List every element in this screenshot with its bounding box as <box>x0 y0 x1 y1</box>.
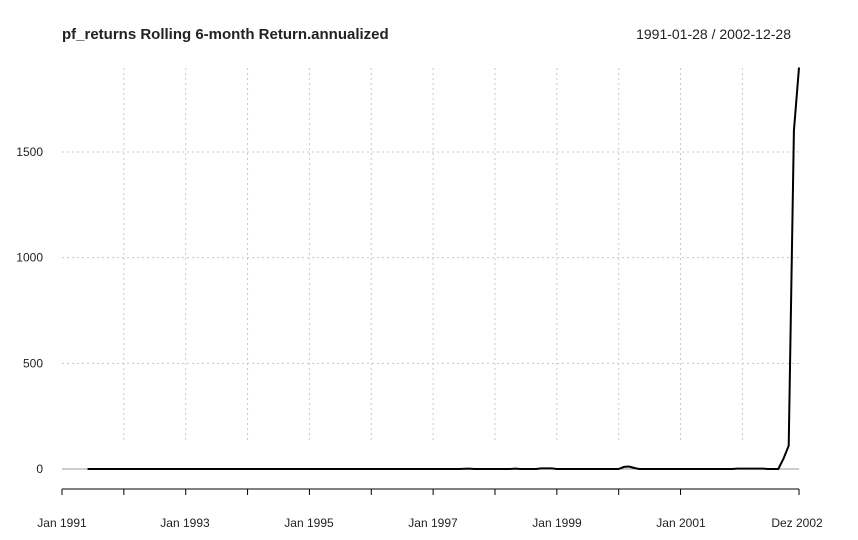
x-tick-label: Jan 2001 <box>656 516 706 530</box>
y-tick-label: 0 <box>36 462 43 476</box>
series-line <box>87 67 800 470</box>
x-tick-label: Jan 1991 <box>37 516 87 530</box>
grid <box>62 68 799 442</box>
x-tick-label: Dez 2002 <box>771 516 823 530</box>
date-range: 1991-01-28 / 2002-12-28 <box>636 26 791 42</box>
y-tick-label: 500 <box>23 356 43 370</box>
chart-title: pf_returns Rolling 6-month Return.annual… <box>62 26 389 43</box>
y-tick-label: 1000 <box>16 251 43 265</box>
x-tick-label: Jan 1997 <box>408 516 458 530</box>
y-axis: 0 500 1000 1500 <box>16 145 43 476</box>
series-layer <box>87 67 800 470</box>
x-tick-label: Jan 1995 <box>284 516 334 530</box>
x-tick-label: Jan 1999 <box>532 516 582 530</box>
x-tick-label: Jan 1993 <box>160 516 210 530</box>
y-tick-label: 1500 <box>16 145 43 159</box>
x-axis: Jan 1991 Jan 1993 Jan 1995 Jan 1997 Jan 1999… <box>37 488 823 530</box>
